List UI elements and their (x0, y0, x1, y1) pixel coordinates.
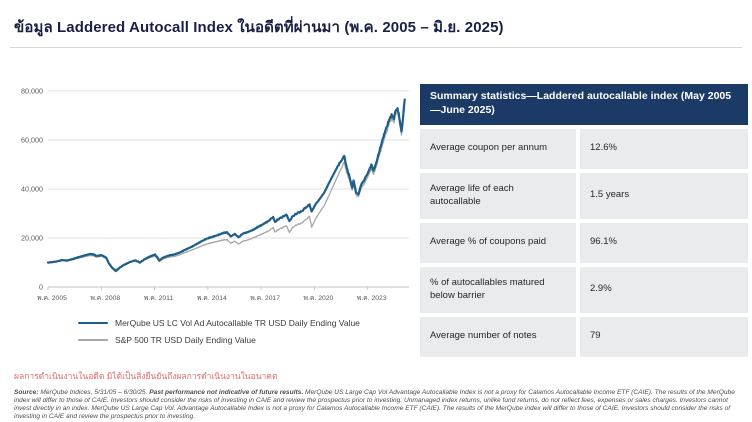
legend-label-merqube: MerQube US LC Vol Ad Autocallable TR USD… (115, 318, 360, 328)
row-label: Average life of each autocallable (420, 172, 576, 219)
row-label: % of autocallables matured below barrier (420, 266, 576, 313)
source-disclaimer: Source: MerQube Indices, 5/31/05 – 6/30/… (14, 389, 746, 421)
svg-text:พ.ค. 2011: พ.ค. 2011 (144, 295, 174, 302)
legend-label-sp500: S&P 500 TR USD Daily Ending Value (115, 335, 256, 345)
chart-canvas: 0 20,000 40,000 60,000 80,000 พ.ค. 2005 พ.ค. 2… (21, 87, 409, 302)
table-row: Average % of coupons paid 96.1% (420, 222, 748, 263)
table-header: Summary statistics—Laddered autocallable… (420, 84, 748, 125)
row-value: 96.1% (580, 222, 748, 263)
table-row: Average life of each autocallable 1.5 yea… (420, 172, 748, 219)
svg-text:พ.ค. 2014: พ.ค. 2014 (197, 295, 227, 302)
row-value: 2.9% (580, 266, 748, 313)
merqube-line-swatch-icon (78, 321, 108, 325)
title-divider (10, 47, 742, 48)
row-value: 12.6% (580, 128, 748, 169)
svg-text:80,000: 80,000 (21, 87, 43, 96)
page-title: ข้อมูล Laddered Autocall Index ในอดีตที่… (14, 19, 504, 36)
sp500-line-swatch-icon (78, 339, 108, 341)
row-label: Average number of notes (420, 316, 576, 357)
row-value: 1.5 years (580, 172, 748, 219)
chart-legend: MerQube US LC Vol Ad Autocallable TR USD… (78, 318, 360, 345)
summary-statistics-table: Summary statistics—Laddered autocallable… (420, 84, 748, 361)
source-label: Source: (14, 389, 39, 396)
row-label: Average coupon per annum (420, 128, 576, 169)
table-body: Average coupon per annum 12.6% Average lif… (420, 128, 748, 357)
svg-text:20,000: 20,000 (21, 234, 43, 243)
svg-text:0: 0 (39, 283, 43, 292)
past-performance-note: ผลการดำเนินงานในอดีต มิได้เป็นสิ่งยืนยัน… (14, 371, 278, 381)
performance-chart: 0 20,000 40,000 60,000 80,000 พ.ค. 2005 พ.ค. 2… (10, 70, 422, 304)
svg-text:60,000: 60,000 (21, 136, 43, 145)
disclaimer-body: MerQube US Large Cap Vol Advantage Autoc… (14, 389, 735, 421)
svg-text:40,000: 40,000 (21, 185, 43, 194)
svg-text:พ.ค. 2023: พ.ค. 2023 (357, 295, 387, 302)
table-row: Average coupon per annum 12.6% (420, 128, 748, 169)
svg-text:พ.ค. 2020: พ.ค. 2020 (304, 295, 334, 302)
svg-text:พ.ค. 2008: พ.ค. 2008 (90, 295, 120, 302)
past-performance-bold: Past performance not indicative of futur… (149, 389, 304, 396)
svg-text:พ.ค. 2005: พ.ค. 2005 (37, 295, 67, 302)
row-label: Average % of coupons paid (420, 222, 576, 263)
source-text: MerQube Indices, 5/31/05 – 6/30/25. (38, 389, 150, 396)
legend-item-merqube: MerQube US LC Vol Ad Autocallable TR USD… (78, 318, 360, 328)
row-value: 79 (580, 316, 748, 357)
table-row: % of autocallables matured below barrier… (420, 266, 748, 313)
svg-text:พ.ค. 2017: พ.ค. 2017 (250, 295, 280, 302)
table-row: Average number of notes 79 (420, 316, 748, 357)
legend-item-sp500: S&P 500 TR USD Daily Ending Value (78, 335, 360, 345)
